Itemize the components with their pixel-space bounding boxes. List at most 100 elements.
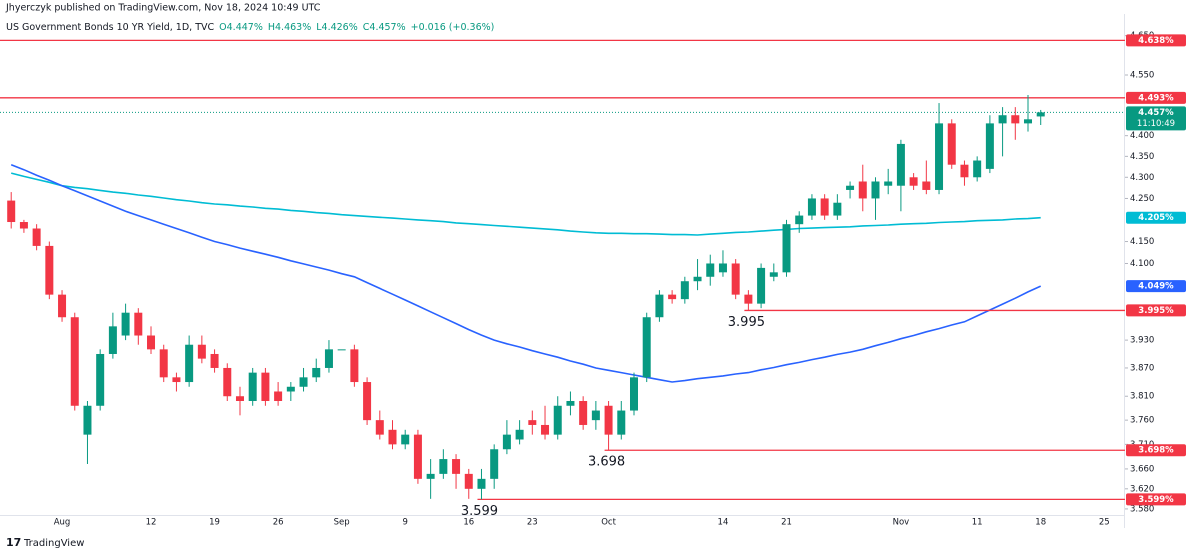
x-tick-label: Aug (54, 518, 71, 528)
x-tick-label: Sep (334, 518, 350, 528)
brand: TradingView (23, 538, 84, 549)
candle-body (846, 185, 855, 190)
logo-mark: 17 (6, 536, 21, 549)
price-tag (1126, 34, 1186, 47)
candle-body (655, 294, 664, 318)
price-tag (1126, 493, 1186, 506)
candle-body (1024, 119, 1033, 124)
candle-body (935, 123, 944, 190)
publisher: Jhyerczyk published on TradingView.com, … (5, 3, 321, 14)
ohlc-value: C4.457% (363, 22, 406, 33)
candle-body (947, 123, 956, 165)
candle-body (693, 276, 702, 282)
x-tick-label: Nov (893, 518, 910, 528)
y-tick-label: 3.580 (1130, 504, 1154, 514)
x-tick-label: 18 (1035, 518, 1046, 528)
candle-body (795, 215, 804, 225)
x-tick-label: 9 (403, 518, 408, 528)
y-tick-label: 3.620 (1130, 484, 1154, 494)
candle-body (566, 400, 575, 406)
level-annotation: 3.995 (728, 315, 765, 330)
candle-body (642, 317, 651, 378)
candle-body (960, 164, 969, 178)
candle-body (223, 367, 232, 397)
candle-body (896, 143, 905, 186)
candle-body (426, 473, 435, 479)
ohlc-value: +0.016 (+0.36%) (411, 22, 495, 33)
candle-body (286, 386, 295, 392)
x-tick-label: 14 (718, 518, 729, 528)
price-tag-label: 4.205% (1138, 213, 1174, 223)
candle-body (32, 228, 41, 246)
price-tag (1126, 211, 1186, 224)
level-annotation: 3.599 (461, 504, 498, 519)
candle-body (324, 349, 333, 368)
candle-body (210, 353, 219, 368)
candle-body (413, 434, 422, 479)
candle-body (1011, 115, 1020, 124)
candle-body (541, 424, 550, 435)
candle-body (45, 245, 54, 295)
price-tag (1126, 444, 1186, 457)
candle-body (998, 115, 1007, 124)
candle-body (833, 202, 842, 216)
candle-body (439, 459, 448, 474)
candle-body (718, 263, 727, 273)
x-tick-label: 19 (209, 518, 220, 528)
candle-body (185, 344, 194, 383)
candle-body (871, 181, 880, 199)
candle-body (197, 344, 206, 359)
y-tick-label: 3.810 (1130, 392, 1154, 402)
symbol-legend: US Government Bonds 10 YR Yield, 1D, TVC… (6, 22, 494, 33)
candle-body (83, 405, 92, 435)
candle-body (985, 123, 994, 169)
candle-body (757, 267, 766, 304)
price-tag-label: 4.049% (1138, 282, 1174, 292)
price-tag (1126, 106, 1186, 131)
candle-body (858, 181, 867, 199)
candle-body (452, 459, 461, 474)
candle-body (706, 263, 715, 277)
candle-body (769, 272, 778, 277)
candle-body (680, 281, 689, 300)
candle-body (464, 473, 473, 489)
candle-body (731, 263, 740, 295)
price-tag (1126, 91, 1186, 104)
candle-body (782, 224, 791, 273)
candle-body (274, 391, 283, 401)
candle-body (248, 372, 257, 401)
y-tick-label: 3.760 (1130, 416, 1154, 426)
ohlc-value: L4.426% (316, 22, 358, 33)
candle-body (807, 198, 816, 216)
symbol: US Government Bonds 10 YR Yield, 1D, TVC (6, 22, 215, 33)
price-tag (1126, 280, 1186, 293)
y-tick-label: 3.930 (1130, 336, 1154, 346)
candle-body (96, 353, 105, 406)
candle-body (134, 312, 143, 336)
candle-body (591, 410, 600, 421)
candle-body (108, 326, 117, 354)
candle-body (820, 198, 829, 216)
x-tick-label: Oct (601, 518, 616, 528)
x-tick-label: 21 (781, 518, 792, 528)
candle-body (121, 312, 130, 336)
ohlc-value: O4.447% (219, 22, 263, 33)
y-tick-label: 3.660 (1130, 464, 1154, 474)
price-tag-label: 4.457% (1138, 108, 1174, 118)
price-tag-label: 4.638% (1138, 36, 1174, 46)
candle-body (147, 335, 156, 350)
x-tick-label: 11 (972, 518, 983, 528)
candle-body (477, 478, 486, 489)
candle-body (1036, 112, 1045, 117)
candle-body (7, 200, 16, 223)
candle-body (668, 294, 677, 300)
y-tick-label: 4.300 (1130, 173, 1154, 183)
candle-body (299, 377, 308, 387)
level-annotation: 3.698 (588, 455, 625, 470)
candle-body (490, 449, 499, 479)
candle-body (515, 429, 524, 440)
y-tick-label: 4.100 (1130, 259, 1154, 269)
candle-body (884, 181, 893, 186)
candle-body (58, 294, 67, 318)
